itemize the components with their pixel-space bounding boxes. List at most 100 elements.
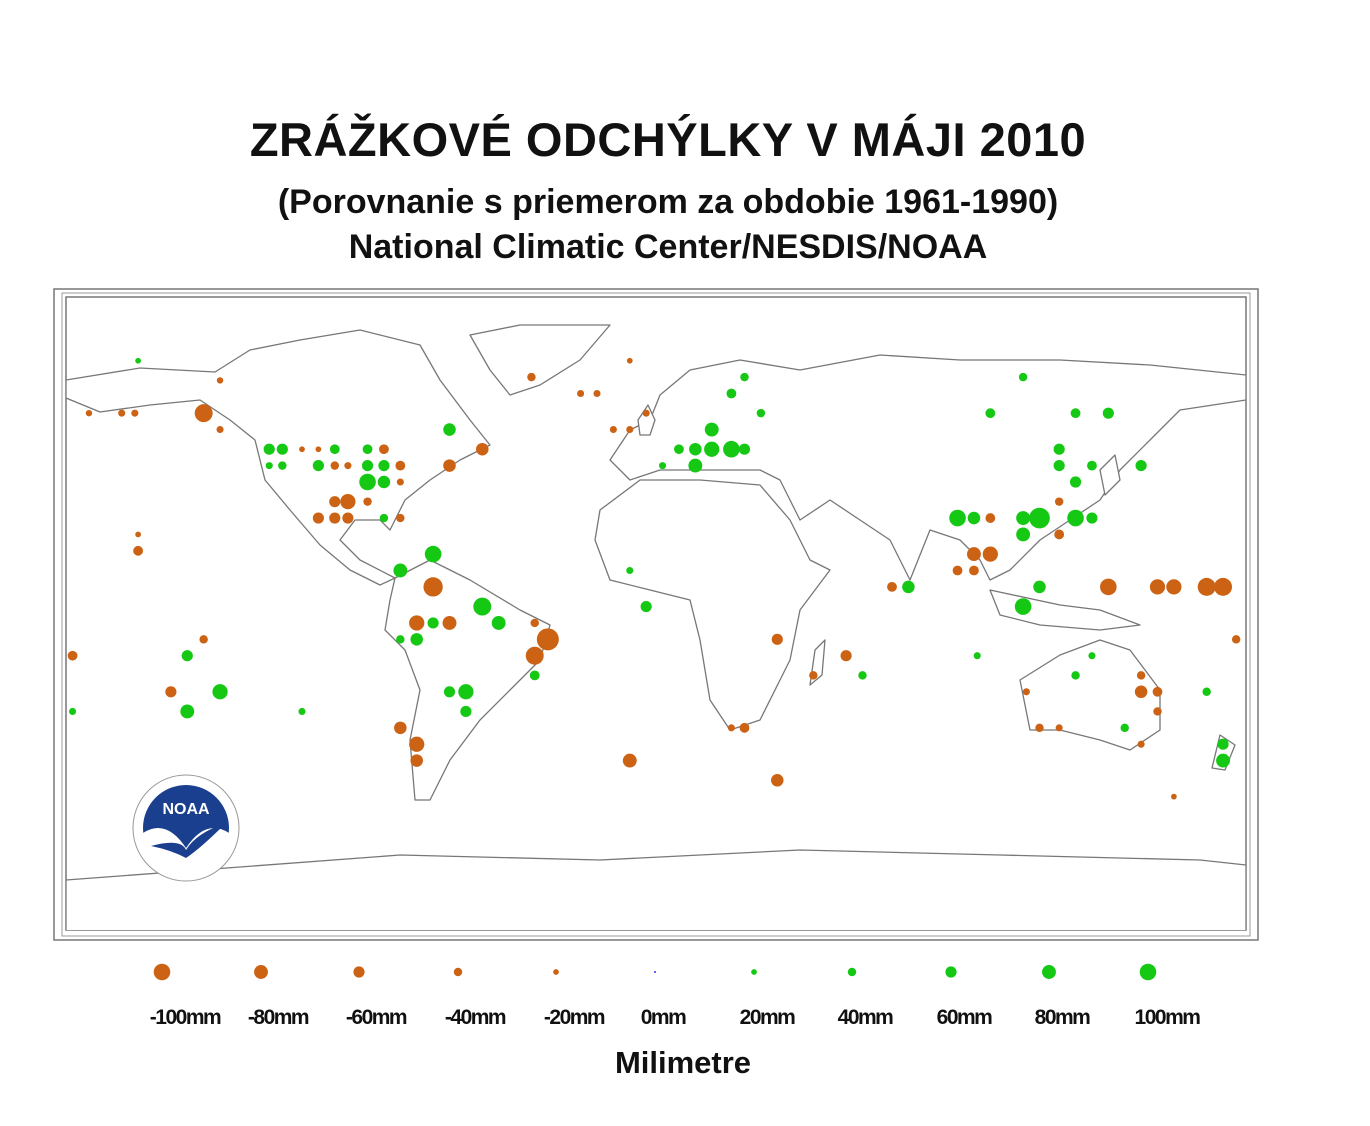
deficit-point [409, 615, 425, 631]
legend-label: -20mm [543, 1006, 606, 1029]
legend-marker [847, 967, 857, 977]
map-title: ZRÁŽKOVÉ ODCHÝLKY V MÁJI 2010 [249, 113, 1087, 166]
japan-outline [1099, 454, 1121, 496]
legend-label: 60mm [936, 1006, 993, 1029]
surplus-point [427, 617, 439, 629]
deficit-point [967, 547, 981, 562]
legend-label: 0mm [640, 1006, 687, 1029]
legend-label: -40mm [444, 1006, 507, 1029]
surplus-point [1071, 671, 1080, 680]
surplus-point [1070, 408, 1081, 419]
surplus-point [359, 473, 376, 491]
surplus-point [1014, 598, 1032, 615]
deficit-point [423, 577, 443, 597]
surplus-point [1217, 738, 1229, 750]
surplus-point [740, 372, 749, 382]
deficit-point [887, 581, 897, 592]
deficit-point [1054, 529, 1065, 540]
deficit-point [442, 616, 457, 630]
deficit-point [739, 722, 750, 733]
deficit-point [1231, 635, 1241, 644]
surplus-point [443, 686, 456, 698]
surplus-point [626, 566, 634, 575]
surplus-point [529, 670, 540, 681]
legend-marker [153, 963, 171, 981]
deficit-point [194, 404, 213, 423]
deficit-point [642, 409, 650, 417]
surplus-point [1018, 372, 1028, 382]
deficit-point [536, 628, 559, 651]
surplus-point [362, 444, 373, 455]
deficit-point [525, 646, 544, 665]
deficit-point [1134, 685, 1148, 699]
deficit-point [840, 650, 852, 662]
surplus-point [378, 460, 390, 472]
surplus-point [659, 462, 667, 470]
south-america-outline [384, 559, 551, 801]
surplus-point [263, 443, 275, 455]
deficit-point [409, 736, 425, 752]
legend-marker [453, 967, 463, 977]
deficit-point [1054, 497, 1064, 506]
map-source: National Climatic Center/NESDIS/NOAA [348, 228, 988, 266]
legend-marker [1042, 965, 1056, 979]
legend-unit-label: Milimetre [614, 1045, 752, 1080]
surplus-point [1069, 476, 1082, 488]
surplus-point [1086, 512, 1098, 524]
svg-text:NOAA: NOAA [162, 801, 210, 818]
surplus-point [377, 475, 391, 489]
deficit-point [131, 409, 139, 417]
deficit-point [809, 671, 818, 680]
deficit-point [476, 442, 489, 456]
deficit-point [1197, 577, 1216, 596]
surplus-point [985, 408, 996, 419]
surplus-point [460, 705, 472, 718]
deficit-point [1035, 723, 1044, 733]
deficit-point [1214, 577, 1233, 596]
surplus-point [858, 671, 867, 680]
deficit-point [1136, 671, 1146, 680]
map-frame-outer [53, 288, 1259, 941]
deficit-point [626, 357, 633, 364]
deficit-point [363, 497, 372, 506]
deficit-point [577, 389, 585, 398]
deficit-point [1100, 578, 1117, 596]
surplus-point [674, 444, 684, 455]
deficit-point [1153, 707, 1162, 716]
surplus-point [1029, 507, 1050, 529]
legend-marker [1139, 963, 1157, 981]
deficit-point [1171, 793, 1177, 800]
surplus-point [312, 460, 324, 472]
coastlines [66, 324, 1246, 930]
surplus-point [640, 600, 652, 613]
map-frame-mid [61, 292, 1251, 937]
legend-marker [254, 965, 268, 979]
deficit-point [312, 512, 324, 524]
greenland-outline [469, 324, 611, 396]
legend-marker [945, 966, 957, 978]
deficit-point [1166, 579, 1182, 595]
antarctica-outline [66, 849, 1246, 930]
surplus-point [1033, 580, 1046, 594]
surplus-point [1087, 460, 1097, 471]
surplus-point [756, 408, 766, 418]
surplus-point [265, 462, 273, 470]
surplus-point [689, 442, 702, 456]
legend-label: 100mm [1134, 1006, 1201, 1029]
deficit-point [118, 409, 126, 417]
deficit-point [396, 478, 404, 486]
surplus-point [329, 444, 340, 455]
legend-label: 40mm [837, 1006, 894, 1029]
deficit-point [527, 372, 536, 382]
surplus-point [1135, 460, 1147, 472]
legend-label: -80mm [247, 1006, 310, 1029]
deficit-point [622, 753, 637, 768]
surplus-point [949, 509, 966, 527]
surplus-point [361, 460, 374, 472]
deficit-point [329, 496, 341, 508]
surplus-point [738, 443, 751, 455]
deficit-point [727, 724, 735, 732]
uk-outline [637, 404, 656, 436]
surplus-point [1088, 652, 1096, 660]
